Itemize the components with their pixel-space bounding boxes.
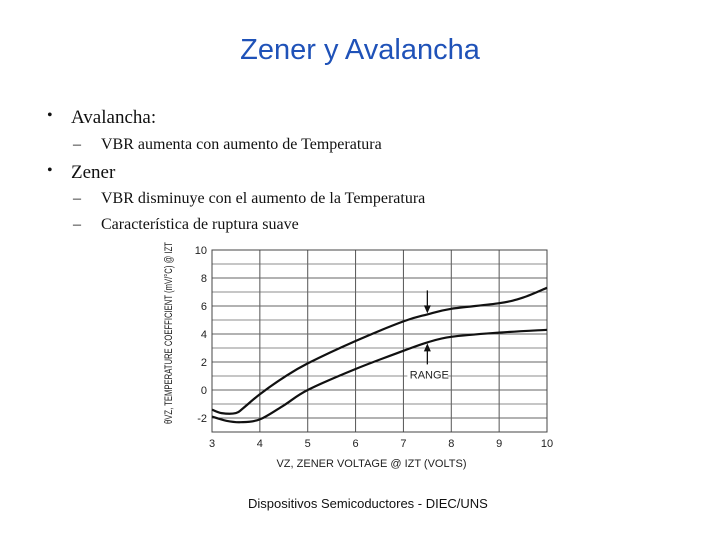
dash-icon: – [73, 216, 81, 233]
sub-bullet-text: Característica de ruptura suave [101, 216, 299, 233]
dash-icon: – [73, 136, 81, 153]
y-axis-label: θVZ, TEMPERATURE COEFFICIENT (mV/°C) @ I… [163, 242, 175, 424]
footer: Dispositivos Semicoductores - DIEC/UNS [248, 496, 488, 511]
range-label-background [407, 367, 448, 382]
y-tick-label: 6 [201, 301, 207, 313]
x-tick-label: 4 [257, 438, 263, 450]
sub-bullet-zener-2: – Característica de ruptura suave [73, 216, 299, 234]
y-tick-label: -2 [197, 413, 207, 425]
bullet-text: Avalancha: [71, 107, 157, 128]
x-tick-label: 7 [400, 438, 406, 450]
range-arrowhead-down-icon [423, 305, 431, 314]
x-tick-label: 3 [209, 438, 215, 450]
sub-bullet-text: VBR aumenta con aumento de Temperatura [101, 136, 382, 153]
sub-bullet-text: VBR disminuye con el aumento de la Tempe… [101, 190, 426, 207]
sub-bullet-zener-1: – VBR disminuye con el aumento de la Tem… [73, 190, 426, 208]
bullet-zener: • Zener [47, 162, 116, 184]
dash-icon: – [73, 190, 81, 207]
range-label: RANGE [410, 369, 449, 381]
series-line-lower [211, 328, 548, 424]
y-tick-label: 2 [201, 357, 207, 369]
y-tick-label: 4 [201, 329, 207, 341]
bullet-text: Zener [71, 162, 116, 183]
plot-frame [211, 249, 548, 433]
y-tick-label: 0 [201, 385, 207, 397]
y-tick-label: 8 [201, 273, 207, 285]
x-tick-label: 6 [353, 438, 359, 450]
y-tick-label: 10 [195, 245, 207, 257]
bullet-avalancha: • Avalancha: [47, 107, 157, 129]
x-axis-label: VZ, ZENER VOLTAGE @ IZT (VOLTS) [276, 458, 466, 470]
x-tick-label: 8 [448, 438, 454, 450]
sub-bullet-avalancha: – VBR aumenta con aumento de Temperatura [73, 136, 382, 154]
x-tick-label: 5 [305, 438, 311, 450]
slide-title: Zener y Avalancha [240, 34, 480, 66]
x-tick-label: 10 [541, 438, 553, 450]
series-line-upper [211, 286, 548, 415]
bullet-dot-icon: • [47, 107, 53, 124]
bullet-dot-icon: • [47, 162, 53, 179]
x-tick-label: 9 [496, 438, 502, 450]
range-arrowhead-up-icon [423, 343, 431, 352]
